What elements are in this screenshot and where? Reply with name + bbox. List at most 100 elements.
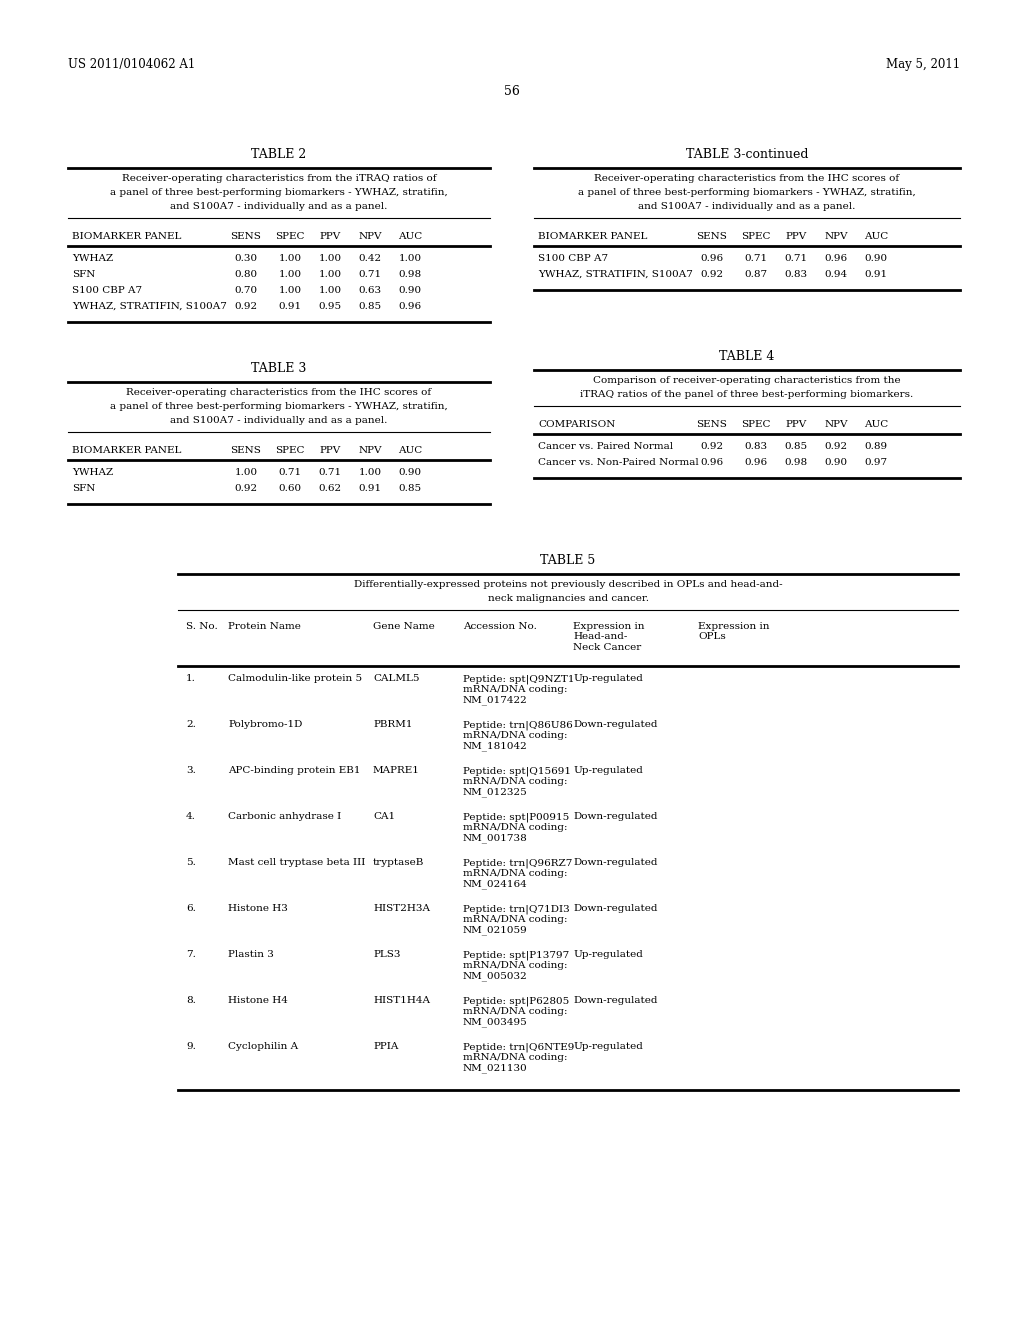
Text: Down-regulated: Down-regulated xyxy=(573,904,657,913)
Text: Polybromo-1D: Polybromo-1D xyxy=(228,719,302,729)
Text: Histone H3: Histone H3 xyxy=(228,904,288,913)
Text: PPIA: PPIA xyxy=(373,1041,398,1051)
Text: SPEC: SPEC xyxy=(275,446,305,455)
Text: 0.85: 0.85 xyxy=(398,484,422,492)
Text: 8.: 8. xyxy=(186,997,196,1005)
Text: NPV: NPV xyxy=(358,446,382,455)
Text: BIOMARKER PANEL: BIOMARKER PANEL xyxy=(72,446,181,455)
Text: S100 CBP A7: S100 CBP A7 xyxy=(72,286,142,294)
Text: 9.: 9. xyxy=(186,1041,196,1051)
Text: US 2011/0104062 A1: US 2011/0104062 A1 xyxy=(68,58,196,71)
Text: 1.00: 1.00 xyxy=(318,286,342,294)
Text: Up-regulated: Up-regulated xyxy=(573,766,643,775)
Text: S100 CBP A7: S100 CBP A7 xyxy=(538,253,608,263)
Text: 0.80: 0.80 xyxy=(234,271,258,279)
Text: PBRM1: PBRM1 xyxy=(373,719,413,729)
Text: AUC: AUC xyxy=(864,232,888,242)
Text: 0.91: 0.91 xyxy=(279,302,301,312)
Text: PPV: PPV xyxy=(785,232,807,242)
Text: Up-regulated: Up-regulated xyxy=(573,675,643,682)
Text: Down-regulated: Down-regulated xyxy=(573,719,657,729)
Text: Cancer vs. Non-Paired Normal: Cancer vs. Non-Paired Normal xyxy=(538,458,698,467)
Text: 0.42: 0.42 xyxy=(358,253,382,263)
Text: 0.98: 0.98 xyxy=(398,271,422,279)
Text: 1.00: 1.00 xyxy=(279,271,301,279)
Text: Peptide: trn|Q86U86
mRNA/DNA coding:
NM_181042: Peptide: trn|Q86U86 mRNA/DNA coding: NM_… xyxy=(463,719,572,751)
Text: 0.71: 0.71 xyxy=(358,271,382,279)
Text: NPV: NPV xyxy=(824,232,848,242)
Text: NPV: NPV xyxy=(824,420,848,429)
Text: Comparison of receiver-operating characteristics from the: Comparison of receiver-operating charact… xyxy=(593,376,901,385)
Text: AUC: AUC xyxy=(864,420,888,429)
Text: 0.96: 0.96 xyxy=(700,458,724,467)
Text: and S100A7 - individually and as a panel.: and S100A7 - individually and as a panel… xyxy=(170,416,388,425)
Text: 56: 56 xyxy=(504,84,520,98)
Text: Expression in
OPLs: Expression in OPLs xyxy=(698,622,769,642)
Text: TABLE 2: TABLE 2 xyxy=(251,148,306,161)
Text: Receiver-operating characteristics from the IHC scores of: Receiver-operating characteristics from … xyxy=(595,174,899,183)
Text: a panel of three best-performing biomarkers - YWHAZ, stratifin,: a panel of three best-performing biomark… xyxy=(579,187,915,197)
Text: and S100A7 - individually and as a panel.: and S100A7 - individually and as a panel… xyxy=(170,202,388,211)
Text: Peptide: trn|Q6NTE9
mRNA/DNA coding:
NM_021130: Peptide: trn|Q6NTE9 mRNA/DNA coding: NM_… xyxy=(463,1041,574,1073)
Text: a panel of three best-performing biomarkers - YWHAZ, stratifin,: a panel of three best-performing biomark… xyxy=(111,187,447,197)
Text: SFN: SFN xyxy=(72,484,95,492)
Text: 0.71: 0.71 xyxy=(318,469,342,477)
Text: Peptide: spt|P13797
mRNA/DNA coding:
NM_005032: Peptide: spt|P13797 mRNA/DNA coding: NM_… xyxy=(463,950,569,981)
Text: neck malignancies and cancer.: neck malignancies and cancer. xyxy=(487,594,648,603)
Text: Up-regulated: Up-regulated xyxy=(573,1041,643,1051)
Text: Cyclophilin A: Cyclophilin A xyxy=(228,1041,298,1051)
Text: APC-binding protein EB1: APC-binding protein EB1 xyxy=(228,766,360,775)
Text: 2.: 2. xyxy=(186,719,196,729)
Text: 0.90: 0.90 xyxy=(824,458,848,467)
Text: YWHAZ: YWHAZ xyxy=(72,253,114,263)
Text: Receiver-operating characteristics from the iTRAQ ratios of: Receiver-operating characteristics from … xyxy=(122,174,436,183)
Text: SENS: SENS xyxy=(230,446,261,455)
Text: and S100A7 - individually and as a panel.: and S100A7 - individually and as a panel… xyxy=(638,202,856,211)
Text: 0.97: 0.97 xyxy=(864,458,888,467)
Text: Differentially-expressed proteins not previously described in OPLs and head-and-: Differentially-expressed proteins not pr… xyxy=(353,579,782,589)
Text: 1.00: 1.00 xyxy=(279,253,301,263)
Text: SFN: SFN xyxy=(72,271,95,279)
Text: Peptide: spt|P62805
mRNA/DNA coding:
NM_003495: Peptide: spt|P62805 mRNA/DNA coding: NM_… xyxy=(463,997,569,1027)
Text: 1.00: 1.00 xyxy=(318,253,342,263)
Text: Down-regulated: Down-regulated xyxy=(573,858,657,867)
Text: 3.: 3. xyxy=(186,766,196,775)
Text: 6.: 6. xyxy=(186,904,196,913)
Text: YWHAZ, STRATIFIN, S100A7: YWHAZ, STRATIFIN, S100A7 xyxy=(538,271,693,279)
Text: 0.62: 0.62 xyxy=(318,484,342,492)
Text: Carbonic anhydrase I: Carbonic anhydrase I xyxy=(228,812,341,821)
Text: 0.92: 0.92 xyxy=(234,484,258,492)
Text: BIOMARKER PANEL: BIOMARKER PANEL xyxy=(72,232,181,242)
Text: TABLE 5: TABLE 5 xyxy=(541,554,596,568)
Text: Cancer vs. Paired Normal: Cancer vs. Paired Normal xyxy=(538,442,673,451)
Text: 0.89: 0.89 xyxy=(864,442,888,451)
Text: Accession No.: Accession No. xyxy=(463,622,537,631)
Text: Gene Name: Gene Name xyxy=(373,622,435,631)
Text: May 5, 2011: May 5, 2011 xyxy=(886,58,961,71)
Text: 0.95: 0.95 xyxy=(318,302,342,312)
Text: 0.98: 0.98 xyxy=(784,458,808,467)
Text: 0.96: 0.96 xyxy=(744,458,768,467)
Text: Down-regulated: Down-regulated xyxy=(573,812,657,821)
Text: 0.92: 0.92 xyxy=(700,442,724,451)
Text: PLS3: PLS3 xyxy=(373,950,400,960)
Text: 0.83: 0.83 xyxy=(784,271,808,279)
Text: Peptide: trn|Q96RZ7
mRNA/DNA coding:
NM_024164: Peptide: trn|Q96RZ7 mRNA/DNA coding: NM_… xyxy=(463,858,572,888)
Text: AUC: AUC xyxy=(398,232,422,242)
Text: TABLE 4: TABLE 4 xyxy=(719,350,775,363)
Text: 0.91: 0.91 xyxy=(864,271,888,279)
Text: 0.85: 0.85 xyxy=(358,302,382,312)
Text: SPEC: SPEC xyxy=(275,232,305,242)
Text: PPV: PPV xyxy=(319,232,341,242)
Text: 0.94: 0.94 xyxy=(824,271,848,279)
Text: tryptaseB: tryptaseB xyxy=(373,858,424,867)
Text: 1.00: 1.00 xyxy=(358,469,382,477)
Text: 0.70: 0.70 xyxy=(234,286,258,294)
Text: 0.96: 0.96 xyxy=(824,253,848,263)
Text: 1.00: 1.00 xyxy=(234,469,258,477)
Text: 5.: 5. xyxy=(186,858,196,867)
Text: 4.: 4. xyxy=(186,812,196,821)
Text: 1.00: 1.00 xyxy=(398,253,422,263)
Text: 0.71: 0.71 xyxy=(279,469,301,477)
Text: Peptide: trn|Q71DI3
mRNA/DNA coding:
NM_021059: Peptide: trn|Q71DI3 mRNA/DNA coding: NM_… xyxy=(463,904,569,935)
